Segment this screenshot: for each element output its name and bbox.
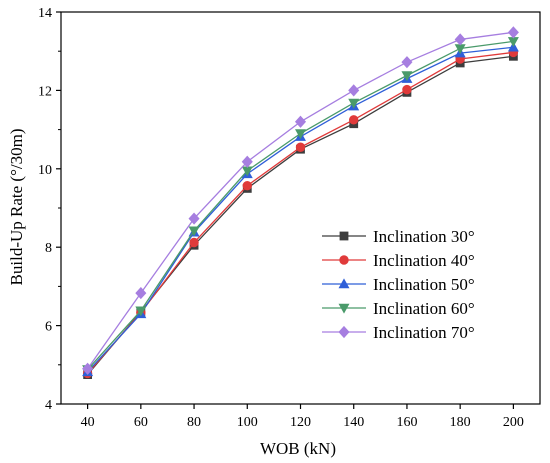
data-point bbox=[135, 286, 147, 300]
legend-label: Inclination 60° bbox=[373, 299, 475, 318]
series-5 bbox=[82, 26, 519, 375]
data-point bbox=[188, 226, 200, 237]
data-point bbox=[242, 180, 252, 191]
legend-marker bbox=[339, 231, 349, 241]
x-tick-label: 120 bbox=[290, 415, 311, 430]
legend-item: Inclination 50° bbox=[322, 275, 475, 294]
data-point bbox=[189, 237, 199, 248]
legend-item: Inclination 70° bbox=[322, 323, 475, 342]
data-point bbox=[401, 71, 413, 82]
legend-label: Inclination 70° bbox=[373, 323, 475, 342]
data-point bbox=[454, 33, 466, 46]
data-point bbox=[349, 115, 359, 125]
legend-item: Inclination 40° bbox=[322, 251, 475, 270]
x-tick-label: 140 bbox=[343, 415, 364, 430]
legend-marker bbox=[338, 278, 350, 289]
x-tick-label: 100 bbox=[237, 415, 258, 430]
data-point bbox=[241, 155, 253, 168]
data-point bbox=[135, 306, 147, 317]
y-tick-label: 12 bbox=[38, 84, 52, 99]
y-tick-label: 8 bbox=[45, 241, 52, 256]
series-line bbox=[87, 31, 514, 370]
data-point bbox=[295, 142, 306, 152]
plot-frame bbox=[60, 11, 541, 405]
data-point bbox=[401, 56, 413, 69]
y-tick-label: 4 bbox=[45, 398, 52, 413]
data-point bbox=[454, 44, 466, 55]
x-tick-label: 60 bbox=[134, 415, 148, 430]
legend-label: Inclination 30° bbox=[373, 227, 475, 246]
data-point bbox=[188, 212, 200, 225]
x-tick-label: 200 bbox=[503, 415, 524, 430]
data-point bbox=[507, 26, 519, 39]
legend-marker bbox=[339, 255, 349, 265]
data-point bbox=[402, 84, 412, 95]
legend-marker bbox=[338, 325, 350, 339]
legend-label: Inclination 50° bbox=[373, 275, 475, 294]
x-tick-label: 180 bbox=[450, 415, 471, 430]
legend-item: Inclination 30° bbox=[322, 227, 475, 246]
data-point bbox=[295, 129, 306, 140]
data-point bbox=[348, 98, 360, 109]
y-tick-label: 6 bbox=[45, 320, 52, 335]
y-tick-label: 10 bbox=[38, 163, 52, 178]
x-tick-label: 40 bbox=[81, 415, 95, 430]
data-point bbox=[348, 84, 360, 97]
x-axis-title: WOB (kN) bbox=[260, 439, 336, 458]
y-axis-title: Build-Up Rate (°/30m) bbox=[7, 129, 26, 286]
y-tick-label: 14 bbox=[38, 6, 52, 21]
legend-label: Inclination 40° bbox=[373, 251, 475, 270]
legend-item: Inclination 60° bbox=[322, 299, 475, 318]
data-point bbox=[294, 115, 307, 128]
legend-marker bbox=[338, 303, 350, 314]
x-tick-label: 160 bbox=[396, 415, 417, 430]
x-tick-label: 80 bbox=[187, 415, 201, 430]
data-point bbox=[82, 362, 94, 375]
series-line bbox=[87, 40, 514, 370]
